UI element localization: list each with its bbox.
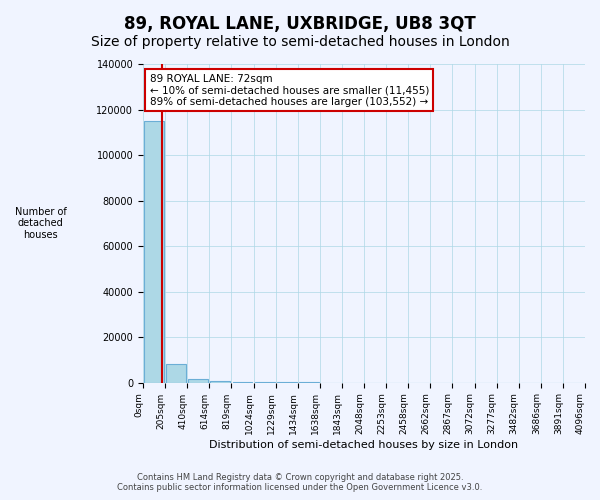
Text: 89, ROYAL LANE, UXBRIDGE, UB8 3QT: 89, ROYAL LANE, UXBRIDGE, UB8 3QT [124, 15, 476, 33]
Bar [166, 364, 186, 382]
Bar [211, 381, 230, 382]
Text: 89 ROYAL LANE: 72sqm
← 10% of semi-detached houses are smaller (11,455)
89% of s: 89 ROYAL LANE: 72sqm ← 10% of semi-detac… [149, 74, 429, 107]
Bar [188, 378, 208, 382]
X-axis label: Distribution of semi-detached houses by size in London: Distribution of semi-detached houses by … [209, 440, 518, 450]
Text: Contains HM Land Registry data © Crown copyright and database right 2025.
Contai: Contains HM Land Registry data © Crown c… [118, 473, 482, 492]
Text: Size of property relative to semi-detached houses in London: Size of property relative to semi-detach… [91, 35, 509, 49]
Bar [144, 121, 164, 382]
Y-axis label: Number of
detached
houses: Number of detached houses [15, 206, 67, 240]
